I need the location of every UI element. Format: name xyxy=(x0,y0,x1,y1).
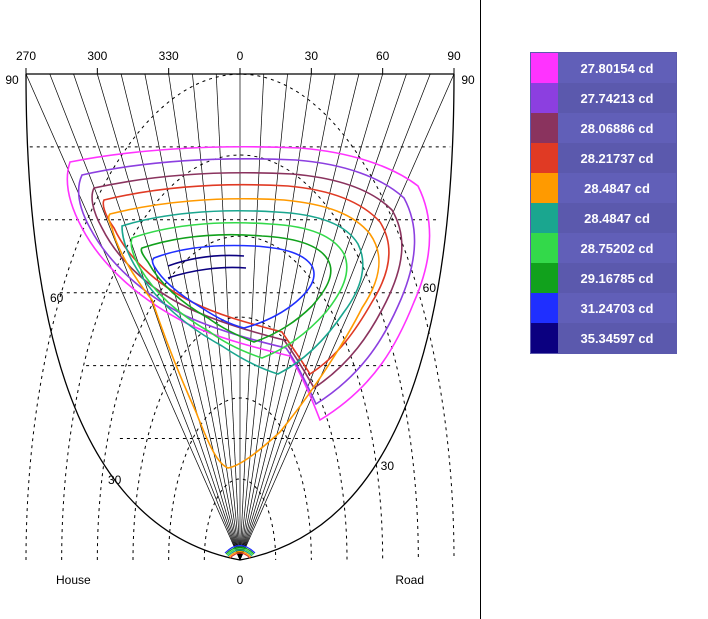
svg-text:270: 270 xyxy=(16,49,36,63)
svg-text:0: 0 xyxy=(237,573,244,587)
legend-item: 31.24703 cd xyxy=(531,293,676,323)
legend-label: 28.21737 cd xyxy=(558,143,676,173)
legend-label: 35.34597 cd xyxy=(558,323,676,353)
svg-text:Road: Road xyxy=(395,573,424,587)
svg-text:0: 0 xyxy=(237,49,244,63)
legend-label: 28.75202 cd xyxy=(558,233,676,263)
legend-swatch xyxy=(531,293,558,323)
legend-item: 28.06886 cd xyxy=(531,113,676,143)
legend-label: 31.24703 cd xyxy=(558,293,676,323)
legend-swatch xyxy=(531,203,558,233)
polar-chart-area: 27030033003060909090606030300HouseRoad xyxy=(0,0,480,619)
screenshot-root: 27030033003060909090606030300HouseRoad 2… xyxy=(0,0,708,619)
legend-swatch xyxy=(531,113,558,143)
svg-text:60: 60 xyxy=(423,281,437,295)
legend-item: 28.4847 cd xyxy=(531,203,676,233)
legend: 27.80154 cd27.74213 cd28.06886 cd28.2173… xyxy=(530,52,677,354)
legend-item: 27.74213 cd xyxy=(531,83,676,113)
legend-label: 28.06886 cd xyxy=(558,113,676,143)
svg-text:90: 90 xyxy=(461,73,475,87)
legend-label: 27.74213 cd xyxy=(558,83,676,113)
legend-item: 28.4847 cd xyxy=(531,173,676,203)
legend-label: 28.4847 cd xyxy=(558,203,676,233)
legend-label: 29.16785 cd xyxy=(558,263,676,293)
svg-text:House: House xyxy=(56,573,91,587)
svg-text:60: 60 xyxy=(50,291,64,305)
svg-text:300: 300 xyxy=(87,49,107,63)
svg-text:60: 60 xyxy=(376,49,390,63)
legend-swatch xyxy=(531,83,558,113)
polar-chart-svg: 27030033003060909090606030300HouseRoad xyxy=(0,0,480,619)
svg-text:30: 30 xyxy=(305,49,319,63)
legend-swatch xyxy=(531,53,558,83)
svg-text:90: 90 xyxy=(447,49,461,63)
svg-text:30: 30 xyxy=(108,473,122,487)
legend-swatch xyxy=(531,263,558,293)
legend-item: 29.16785 cd xyxy=(531,263,676,293)
svg-text:330: 330 xyxy=(159,49,179,63)
legend-swatch xyxy=(531,143,558,173)
legend-label: 28.4847 cd xyxy=(558,173,676,203)
legend-label: 27.80154 cd xyxy=(558,53,676,83)
legend-item: 35.34597 cd xyxy=(531,323,676,353)
svg-text:30: 30 xyxy=(381,459,395,473)
legend-item: 28.75202 cd xyxy=(531,233,676,263)
legend-swatch xyxy=(531,173,558,203)
vertical-divider xyxy=(480,0,481,619)
legend-swatch xyxy=(531,233,558,263)
legend-item: 28.21737 cd xyxy=(531,143,676,173)
svg-text:90: 90 xyxy=(5,73,19,87)
legend-swatch xyxy=(531,323,558,353)
legend-item: 27.80154 cd xyxy=(531,53,676,83)
